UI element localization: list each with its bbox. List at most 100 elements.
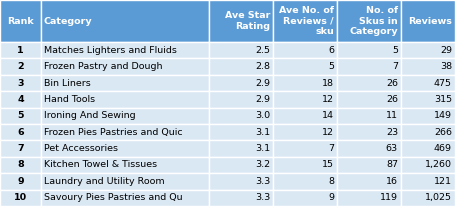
Text: 15: 15	[322, 160, 334, 170]
Text: Kitchen Towel & Tissues: Kitchen Towel & Tissues	[44, 160, 157, 170]
Text: 3.3: 3.3	[255, 177, 270, 186]
Text: 119: 119	[380, 193, 398, 202]
Bar	[209, 42, 273, 58]
Text: 29: 29	[440, 46, 452, 55]
Text: 469: 469	[434, 144, 452, 153]
Text: Matches Lighters and Fluids: Matches Lighters and Fluids	[44, 46, 177, 55]
Text: 5: 5	[17, 111, 24, 120]
Text: 1: 1	[17, 46, 24, 55]
Bar	[209, 124, 273, 140]
Text: 16: 16	[386, 177, 398, 186]
Text: 7: 7	[392, 62, 398, 71]
Bar	[41, 75, 209, 91]
Text: 8: 8	[17, 160, 24, 170]
Bar	[0, 124, 41, 140]
Bar	[337, 58, 401, 75]
Text: 26: 26	[386, 95, 398, 104]
Text: No. of
Skus in
Category: No. of Skus in Category	[349, 6, 398, 36]
Bar	[401, 157, 455, 173]
Text: 2.9: 2.9	[255, 95, 270, 104]
Text: 5: 5	[328, 62, 334, 71]
Text: Frozen Pastry and Dough: Frozen Pastry and Dough	[44, 62, 162, 71]
Bar	[0, 58, 41, 75]
Bar	[337, 157, 401, 173]
Bar	[209, 157, 273, 173]
Bar	[273, 0, 337, 42]
Bar	[273, 91, 337, 108]
Bar	[401, 75, 455, 91]
Bar	[0, 91, 41, 108]
Bar	[209, 140, 273, 157]
Text: 3.0: 3.0	[255, 111, 270, 120]
Text: 266: 266	[434, 128, 452, 137]
Bar	[337, 0, 401, 42]
Bar	[41, 91, 209, 108]
Text: 8: 8	[328, 177, 334, 186]
Bar	[401, 91, 455, 108]
Bar	[0, 157, 41, 173]
Bar	[41, 190, 209, 206]
Text: 23: 23	[386, 128, 398, 137]
Bar	[401, 0, 455, 42]
Text: 38: 38	[440, 62, 452, 71]
Text: 3.3: 3.3	[255, 193, 270, 202]
Bar	[273, 42, 337, 58]
Bar	[41, 42, 209, 58]
Text: 11: 11	[386, 111, 398, 120]
Text: 149: 149	[434, 111, 452, 120]
Text: 63: 63	[386, 144, 398, 153]
Bar	[273, 140, 337, 157]
Bar	[401, 42, 455, 58]
Text: 2.8: 2.8	[255, 62, 270, 71]
Text: 26: 26	[386, 78, 398, 88]
Text: 12: 12	[322, 128, 334, 137]
Bar	[337, 124, 401, 140]
Text: 10: 10	[14, 193, 27, 202]
Text: Ave Star
Rating: Ave Star Rating	[225, 11, 270, 31]
Text: 2.5: 2.5	[255, 46, 270, 55]
Text: 3.2: 3.2	[255, 160, 270, 170]
Text: Reviews: Reviews	[408, 16, 452, 26]
Bar	[273, 75, 337, 91]
Text: 6: 6	[328, 46, 334, 55]
Text: 7: 7	[17, 144, 24, 153]
Bar	[401, 140, 455, 157]
Bar	[41, 140, 209, 157]
Text: Frozen Pies Pastries and Quic: Frozen Pies Pastries and Quic	[44, 128, 182, 137]
Text: 12: 12	[322, 95, 334, 104]
Bar	[209, 91, 273, 108]
Bar	[209, 58, 273, 75]
Bar	[0, 108, 41, 124]
Text: 5: 5	[392, 46, 398, 55]
Bar	[41, 0, 209, 42]
Text: Laundry and Utility Room: Laundry and Utility Room	[44, 177, 165, 186]
Bar	[41, 157, 209, 173]
Text: Category: Category	[44, 16, 93, 26]
Bar	[0, 42, 41, 58]
Text: 475: 475	[434, 78, 452, 88]
Bar	[0, 75, 41, 91]
Bar	[41, 108, 209, 124]
Bar	[209, 108, 273, 124]
Text: 6: 6	[17, 128, 24, 137]
Bar	[273, 173, 337, 190]
Bar	[0, 140, 41, 157]
Text: Pet Accessories: Pet Accessories	[44, 144, 118, 153]
Bar	[209, 190, 273, 206]
Text: 3.1: 3.1	[255, 144, 270, 153]
Bar	[209, 173, 273, 190]
Bar	[0, 190, 41, 206]
Text: Savoury Pies Pastries and Qu: Savoury Pies Pastries and Qu	[44, 193, 182, 202]
Text: Ironing And Sewing: Ironing And Sewing	[44, 111, 136, 120]
Bar	[401, 190, 455, 206]
Text: 2.9: 2.9	[255, 78, 270, 88]
Bar	[337, 75, 401, 91]
Bar	[337, 108, 401, 124]
Text: Bin Liners: Bin Liners	[44, 78, 91, 88]
Text: 9: 9	[17, 177, 24, 186]
Text: 3.1: 3.1	[255, 128, 270, 137]
Text: 315: 315	[434, 95, 452, 104]
Text: Rank: Rank	[7, 16, 34, 26]
Bar	[273, 157, 337, 173]
Bar	[41, 124, 209, 140]
